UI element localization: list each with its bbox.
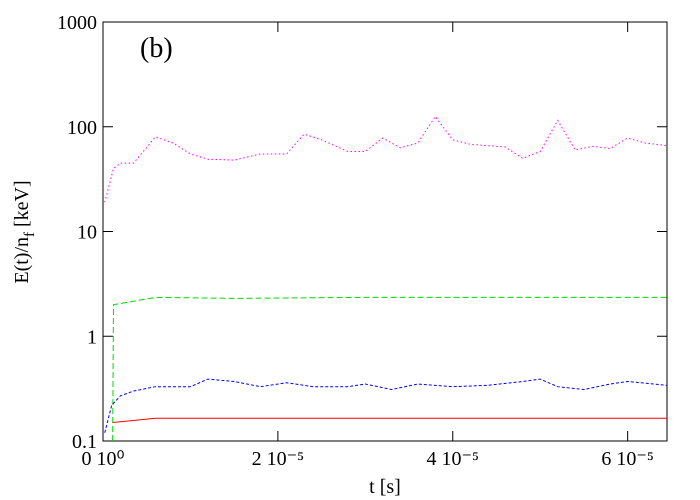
y-label-sub: f [22,232,38,237]
y-label-part: E(t)/n [11,237,33,284]
series-line [112,417,667,424]
y-tick-label: 1000 [57,12,97,34]
y-axis-label: E(t)/nf [keV] [11,180,38,283]
x-tick-label: 4 10⁻⁵ [427,448,480,470]
x-axis-label: t [s] [369,476,401,498]
annotation: (b) [140,33,173,64]
series-line [104,115,668,203]
y-tick-label: 1 [87,326,97,348]
y-tick-label: 100 [67,117,97,139]
plot-frame [102,21,668,442]
series-line [112,296,667,442]
series-line [104,378,668,433]
x-tick-label: 6 10⁻⁵ [601,448,654,470]
x-tick-label: 0 10⁰ [81,448,124,470]
x-tick-label: 2 10⁻⁵ [252,448,305,470]
y-tick-label: 10 [77,222,97,244]
y-tick-label: 0.1 [72,431,97,453]
y-label-part: [keV] [11,180,33,227]
